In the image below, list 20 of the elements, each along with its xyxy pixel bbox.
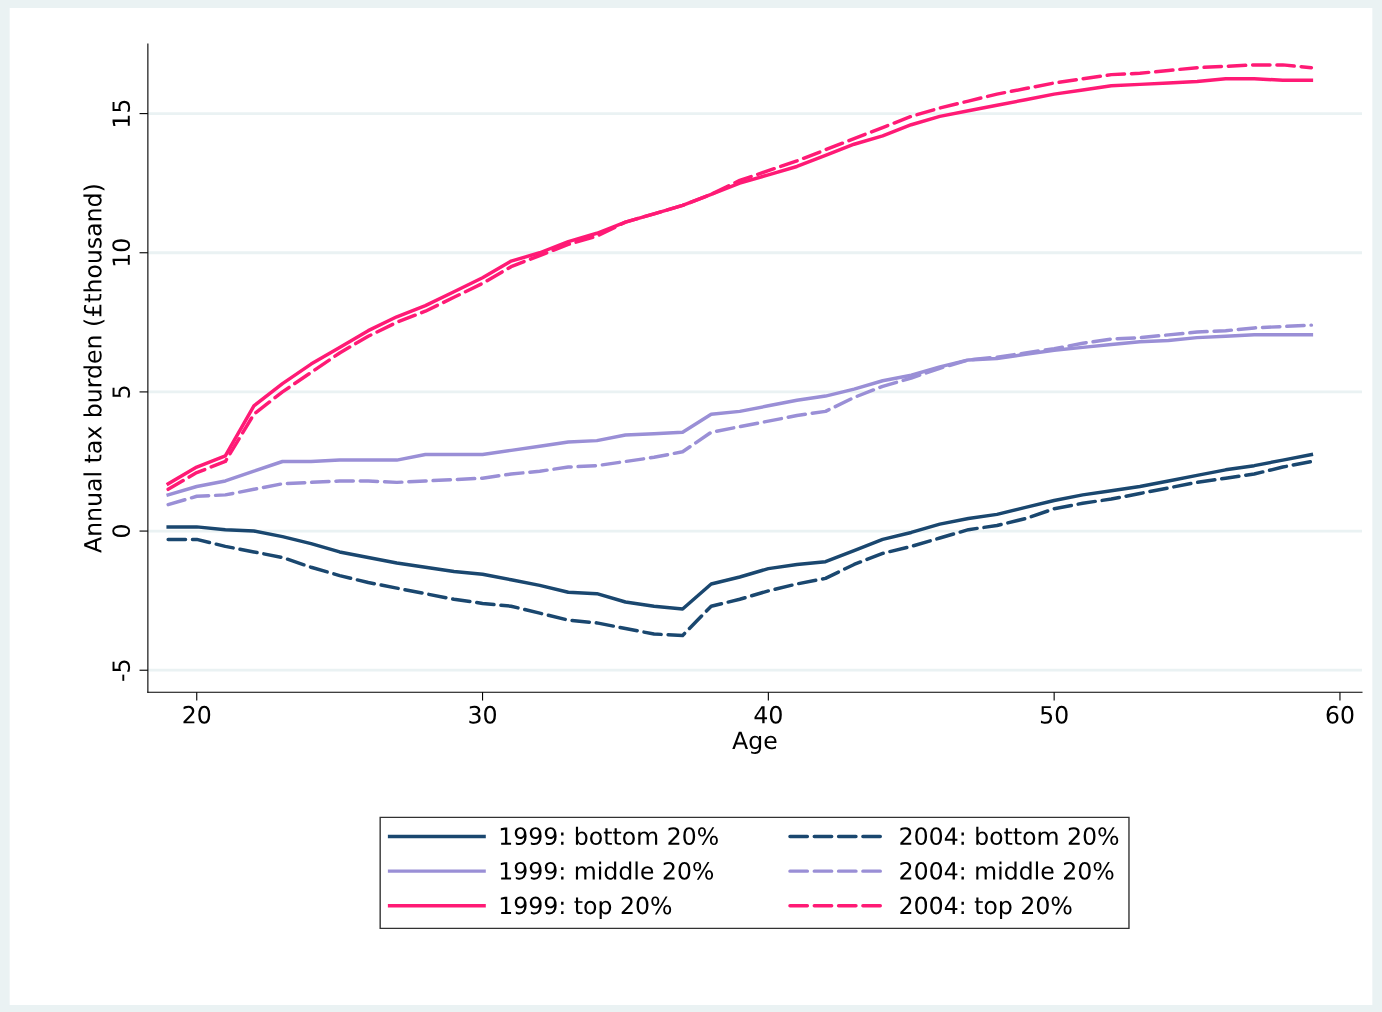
legend-label: 2004: top 20% <box>900 896 1072 919</box>
legend-label: 2004: bottom 20% <box>900 826 1119 846</box>
line-series <box>166 459 1314 638</box>
y-axis-title: Annual tax burden (£thousand) <box>83 185 105 553</box>
x-tick-label: 60 <box>1326 705 1354 724</box>
y-tick-label: 10 <box>112 239 131 266</box>
y-tick-label: 0 <box>112 525 131 538</box>
x-tick-label: 30 <box>469 705 496 724</box>
line-series <box>166 452 1314 611</box>
legend-label: 1999: bottom 20% <box>500 826 718 846</box>
y-tick-label: 15 <box>112 100 131 127</box>
x-tick-label: 50 <box>1040 705 1068 724</box>
x-tick-label: 40 <box>754 705 782 724</box>
x-axis-title: Age <box>732 731 777 754</box>
y-tick-label: -5 <box>112 660 131 681</box>
legend-label: 2004: middle 20% <box>900 861 1114 880</box>
legend-label: 1999: top 20% <box>500 896 672 919</box>
legend-label: 1999: middle 20% <box>500 861 714 880</box>
y-tick-label: 5 <box>112 386 131 398</box>
x-tick-label: 20 <box>183 705 211 724</box>
